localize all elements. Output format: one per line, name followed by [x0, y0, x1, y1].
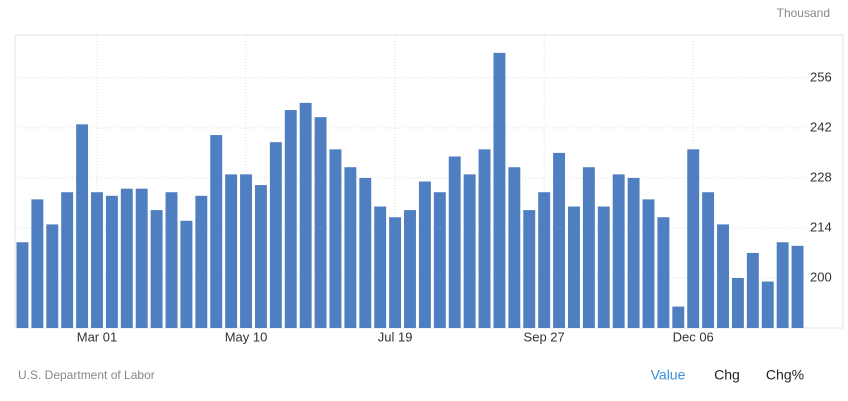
toggle-button[interactable]: Value — [651, 367, 686, 383]
bar — [374, 206, 387, 328]
bar — [418, 181, 431, 328]
y-tick-label: 242 — [810, 119, 832, 134]
bar — [31, 199, 44, 328]
bar — [597, 206, 610, 328]
toggle-button[interactable]: Chg — [714, 367, 740, 383]
y-tick-label: 228 — [810, 169, 832, 184]
bar — [448, 156, 461, 328]
bar — [150, 210, 163, 328]
bar — [553, 152, 566, 328]
bar — [568, 206, 580, 328]
bar — [389, 217, 402, 328]
bar — [254, 185, 267, 328]
bar — [120, 188, 133, 328]
bar — [672, 306, 685, 328]
bar — [359, 177, 372, 328]
bar — [240, 174, 252, 328]
bar — [329, 149, 342, 328]
bar — [731, 277, 744, 328]
unit-label: Thousand — [777, 6, 830, 20]
bar — [642, 199, 655, 328]
bar — [210, 135, 223, 328]
bar — [791, 245, 804, 328]
bar — [702, 192, 715, 328]
x-tick-label: May 10 — [225, 329, 268, 344]
bar — [314, 117, 327, 329]
x-tick-label: Dec 06 — [673, 329, 714, 344]
y-tick-label: 256 — [810, 69, 832, 84]
bar — [225, 174, 238, 328]
bar — [105, 195, 118, 328]
bar — [463, 174, 476, 328]
bar — [612, 174, 625, 328]
bar — [76, 124, 89, 328]
bar — [746, 252, 759, 328]
bar — [344, 167, 357, 328]
y-tick-label: 214 — [810, 219, 832, 234]
x-tick-label: Sep 27 — [524, 329, 565, 344]
bar — [299, 102, 312, 328]
bar — [269, 142, 282, 328]
bar — [538, 192, 551, 328]
y-tick-label: 200 — [810, 269, 832, 284]
bar — [195, 195, 208, 328]
bar — [180, 220, 193, 328]
bar — [508, 167, 521, 328]
bar — [523, 210, 536, 328]
bar — [135, 188, 148, 328]
bar — [776, 242, 789, 328]
bar — [687, 149, 700, 328]
x-tick-label: Jul 19 — [378, 329, 413, 344]
bar — [165, 192, 178, 328]
bar — [627, 177, 640, 328]
bar — [404, 210, 416, 328]
bar — [657, 217, 670, 328]
bar — [493, 52, 506, 329]
source: U.S. Department of Labor — [18, 368, 155, 382]
bar — [761, 281, 774, 328]
bar — [433, 192, 446, 328]
x-tick-label: Mar 01 — [77, 329, 117, 344]
bar — [46, 224, 59, 328]
bar — [16, 242, 29, 328]
toggle-button[interactable]: Chg% — [766, 367, 804, 383]
bar — [91, 192, 103, 328]
bar — [61, 192, 74, 328]
bar — [717, 224, 729, 328]
bar — [582, 167, 595, 328]
bar — [478, 149, 491, 328]
bar — [284, 110, 297, 328]
